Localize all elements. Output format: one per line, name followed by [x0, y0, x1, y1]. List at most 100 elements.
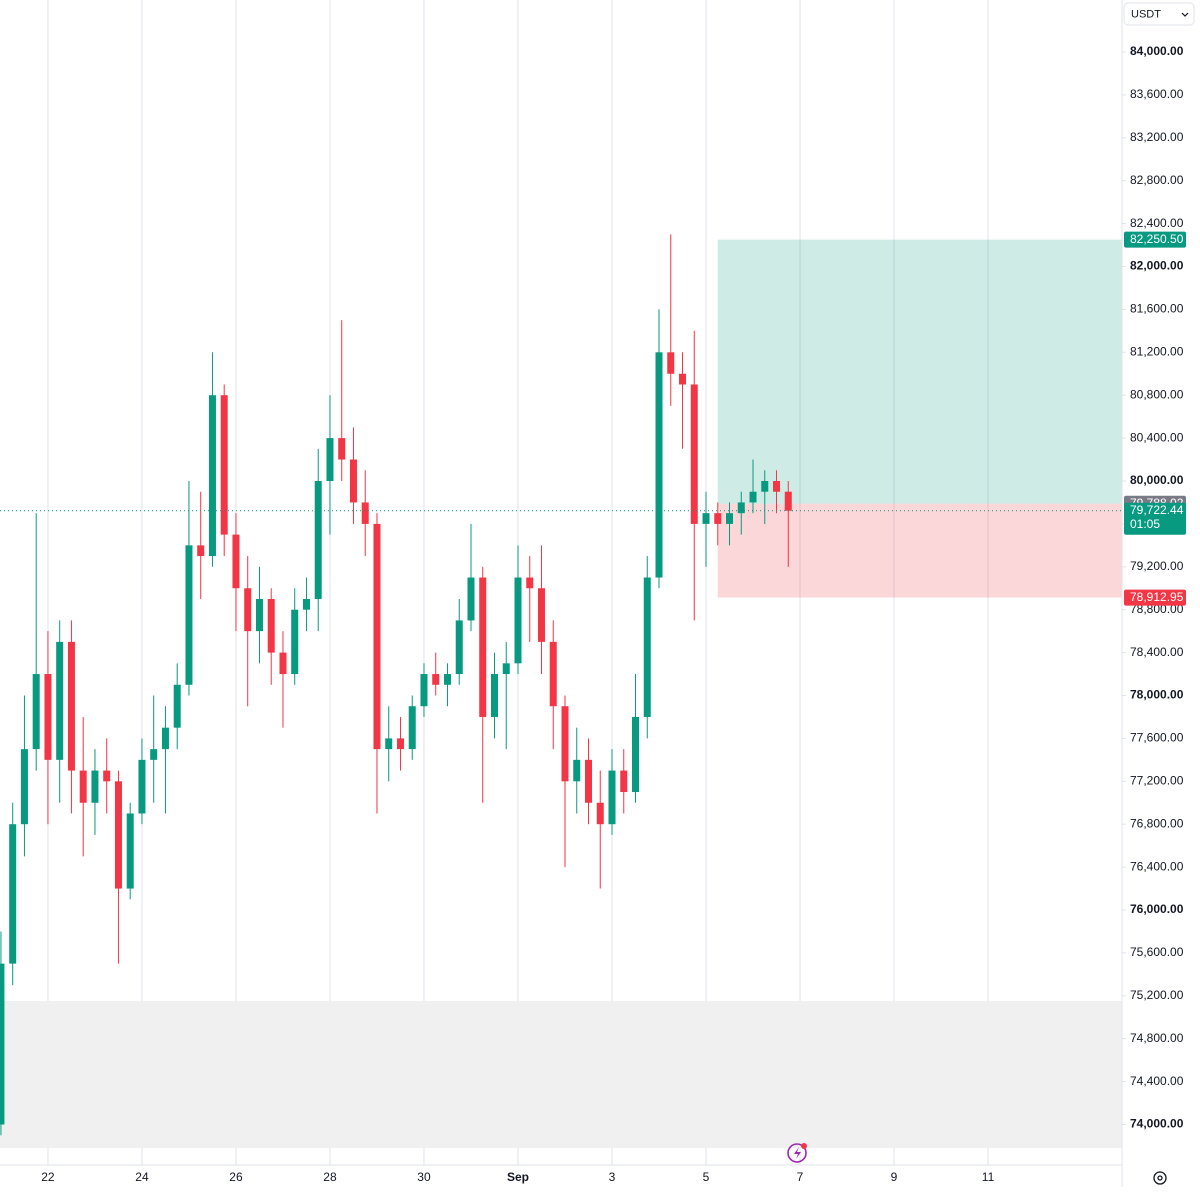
candle-body — [490, 674, 498, 717]
candle-body — [632, 716, 640, 793]
candle-body — [220, 395, 228, 535]
candle-body — [773, 480, 781, 492]
y-tick-label: 74,000.00 — [1130, 1117, 1184, 1131]
candle-body — [114, 781, 122, 889]
candle-body — [0, 963, 5, 1125]
profit-zone — [717, 239, 1122, 504]
x-tick-label: 28 — [323, 1170, 337, 1184]
y-tick-label: 80,800.00 — [1130, 387, 1184, 401]
dropdown-arrow — [1181, 12, 1189, 17]
candle-body — [726, 513, 734, 524]
loss-zone — [717, 503, 1122, 598]
x-tick-label: 9 — [891, 1170, 898, 1184]
x-tick-label: 22 — [41, 1170, 55, 1184]
axis-layer: 22 24 26 28 30 Sep 3 5 7 9 11 74,000.00 74,400.00 74,… — [41, 44, 1186, 1184]
y-tick-label: 77,200.00 — [1130, 773, 1184, 787]
candle-body — [537, 588, 545, 642]
candle-body — [326, 438, 334, 481]
candles-layer — [0, 234, 1122, 1136]
candle-body — [655, 352, 663, 578]
candle-body — [138, 759, 146, 814]
candle-body — [267, 598, 275, 653]
y-tick-label: 76,400.00 — [1130, 859, 1184, 873]
current-price-label-box — [1124, 502, 1186, 535]
candle-body — [784, 491, 792, 511]
shaded-band — [0, 1001, 1122, 1148]
candle-body — [9, 824, 17, 964]
settings-hub — [1157, 1175, 1163, 1181]
currency-box[interactable] — [1123, 2, 1195, 26]
candle-body — [408, 706, 416, 750]
y-tick-label: 82,400.00 — [1130, 216, 1184, 230]
candle-body — [714, 513, 722, 524]
current-price-label: 79,722.44 — [1130, 503, 1184, 517]
target-label-box — [1124, 231, 1186, 248]
currency-select[interactable]: USDT — [1123, 2, 1195, 26]
candle-body — [502, 663, 510, 675]
y-tick-label: 82,800.00 — [1130, 173, 1184, 187]
settings-gear — [1153, 1171, 1167, 1185]
candle-body — [56, 641, 64, 760]
candle-body — [596, 802, 604, 825]
y-tick-label: 80,000.00 — [1130, 473, 1184, 487]
candle-body — [385, 738, 393, 750]
y-tick-label: 78,000.00 — [1130, 688, 1184, 702]
candle-body — [349, 459, 357, 503]
candle-body — [103, 770, 111, 782]
y-tick-label: 75,600.00 — [1130, 945, 1184, 959]
candle-body — [761, 480, 769, 492]
candle-body — [455, 620, 463, 675]
x-tick-label: 7 — [797, 1170, 804, 1184]
candle-body — [44, 674, 52, 760]
candle-body — [749, 491, 757, 503]
x-tick-label: 5 — [703, 1170, 710, 1184]
stop-label-box — [1124, 589, 1186, 606]
candle-body — [91, 770, 99, 803]
candle-body — [314, 480, 322, 599]
candle-body — [126, 813, 134, 889]
y-tick-label: 84,000.00 — [1130, 44, 1184, 58]
candle-body — [291, 609, 299, 675]
candle-body — [573, 759, 581, 782]
lightning-badge[interactable] — [787, 1143, 807, 1163]
candle-body — [232, 534, 240, 589]
y-tick-label: 81,600.00 — [1130, 302, 1184, 316]
target-label: 82,250.50 — [1130, 232, 1184, 246]
candle-body — [620, 770, 628, 793]
candle-body — [197, 545, 205, 557]
candle-body — [643, 577, 651, 717]
x-tick-label: Sep — [507, 1170, 529, 1184]
candle-body — [208, 395, 216, 557]
candle-body — [173, 684, 181, 728]
x-tick-label: 26 — [229, 1170, 243, 1184]
candle-body — [608, 770, 616, 825]
y-tick-label: 74,800.00 — [1130, 1031, 1184, 1045]
candle-body — [79, 770, 87, 803]
x-tick-label: 3 — [609, 1170, 616, 1184]
candle-body — [420, 674, 428, 707]
candle-body — [302, 598, 310, 610]
y-tick-label: 77,600.00 — [1130, 731, 1184, 745]
candle-body — [514, 577, 522, 664]
candle-body — [679, 373, 687, 385]
candle-body — [549, 641, 557, 707]
settings-button[interactable] — [1153, 1171, 1167, 1185]
y-tick-label: 76,800.00 — [1130, 816, 1184, 830]
position-layer — [717, 239, 1122, 598]
y-tick-label: 78,400.00 — [1130, 645, 1184, 659]
candle-body — [667, 352, 675, 374]
y-tick-label: 82,000.00 — [1130, 259, 1184, 273]
candle-body — [150, 749, 158, 760]
candle-body — [244, 588, 252, 632]
currency-label: USDT — [1131, 8, 1161, 20]
candle-body — [526, 577, 534, 589]
candle-body — [20, 749, 28, 825]
candle-body — [161, 727, 169, 750]
candle-body — [361, 502, 369, 524]
candle-body — [338, 438, 346, 460]
y-tick-label: 76,000.00 — [1130, 902, 1184, 916]
candle-body — [467, 577, 475, 621]
candle-body — [584, 759, 592, 803]
